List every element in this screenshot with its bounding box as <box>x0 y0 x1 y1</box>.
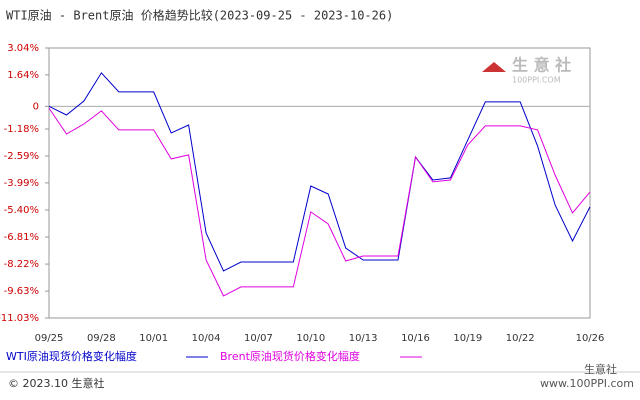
legend-label: WTI原油现货价格变化幅度 <box>6 349 137 363</box>
watermark-text: 生 意 社 <box>512 56 571 75</box>
y-tick-label: -8.22% <box>4 259 39 270</box>
x-tick-label: 10/01 <box>139 333 168 344</box>
x-tick-label: 10/26 <box>576 333 605 344</box>
source: www.100PPI.com <box>540 377 634 390</box>
watermark-icon <box>482 62 506 72</box>
x-tick-label: 10/13 <box>349 333 378 344</box>
x-tick-label: 10/19 <box>453 333 482 344</box>
series-line <box>48 72 591 272</box>
y-tick-label: 3.04% <box>7 43 39 54</box>
legend-label: Brent原油现货价格变化幅度 <box>220 349 360 363</box>
source-brand: 生意社 <box>584 362 617 376</box>
x-tick-label: 10/16 <box>401 333 430 344</box>
y-tick-label: -1.18% <box>4 124 39 135</box>
y-tick-label: -9.63% <box>4 286 39 297</box>
plot-frame <box>48 47 591 319</box>
y-tick-label: -2.59% <box>4 151 39 162</box>
x-tick-label: 09/28 <box>87 333 116 344</box>
chart-title: WTI原油 - Brent原油 价格趋势比较(2023-09-25 - 2023… <box>6 8 393 23</box>
y-tick-label: 1.64% <box>7 70 39 81</box>
x-tick-label: 10/22 <box>506 333 535 344</box>
watermark: 生 意 社 100PPI.COM <box>482 56 571 85</box>
watermark-sub: 100PPI.COM <box>512 76 561 85</box>
y-tick-label: -11.03% <box>0 313 39 324</box>
y-tick-label: -5.40% <box>4 205 39 216</box>
footer: © 2023.10 生意社 <box>8 376 104 390</box>
y-tick-label: -6.81% <box>4 232 39 243</box>
y-tick-label: 0 <box>33 101 39 112</box>
y-tick-label: -3.99% <box>4 178 39 189</box>
x-tick-label: 10/10 <box>296 333 325 344</box>
x-tick-label: 10/07 <box>244 333 273 344</box>
x-tick-label: 10/04 <box>192 333 221 344</box>
x-tick-label: 09/25 <box>35 333 64 344</box>
series-line <box>48 107 591 297</box>
